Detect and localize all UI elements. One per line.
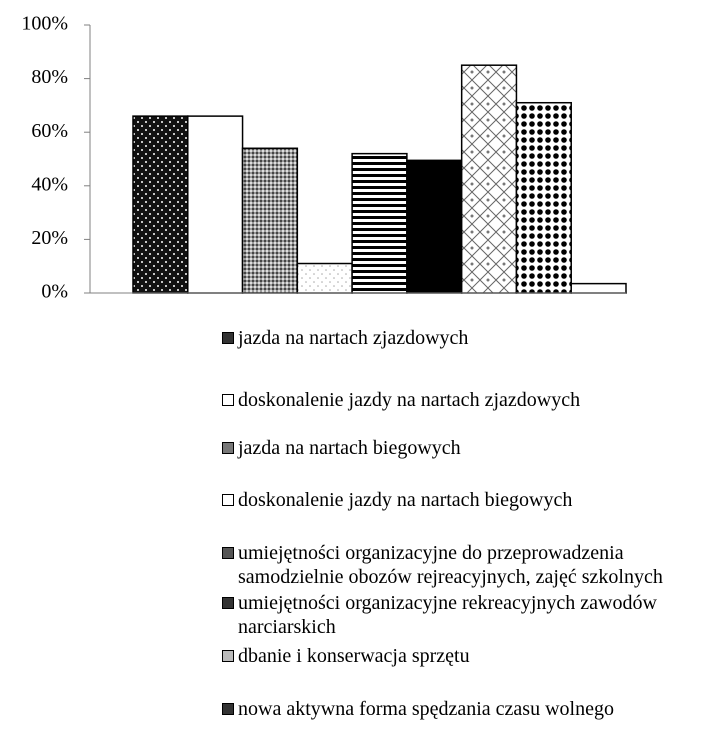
legend-label: umiejętności organizacyjne do przeprowad… [238, 542, 663, 588]
bar [406, 159, 463, 294]
bar [460, 64, 518, 294]
legend-swatch [222, 650, 234, 662]
legend-swatch [222, 332, 234, 344]
legend-label: dbanie i konserwacja sprzętu [238, 645, 470, 667]
bar [570, 282, 627, 294]
legend-swatch [222, 494, 234, 506]
legend-label: jazda na nartach zjazdowych [238, 327, 469, 349]
y-tick-label: 0% [41, 281, 68, 303]
legend-entry: jazda na nartach zjazdowych [222, 326, 702, 350]
y-tick-label: 80% [31, 66, 68, 88]
legend-label: doskonalenie jazdy na nartach biegowych [238, 489, 573, 511]
bar [296, 262, 353, 294]
legend-entry: umiejętności organizacyjne do przeprowad… [222, 541, 702, 589]
legend-entry: doskonalenie jazdy na nartach biegowych [222, 488, 702, 512]
legend-swatch [222, 597, 234, 609]
legend-swatch [222, 442, 234, 454]
legend-entry: doskonalenie jazdy na nartach zjazdowych [222, 388, 702, 412]
y-tick-label: 60% [31, 120, 68, 142]
bar [515, 101, 572, 294]
legend-label: umiejętności organizacyjne rekreacyjnych… [238, 592, 657, 638]
legend-entry: umiejętności organizacyjne rekreacyjnych… [222, 591, 702, 639]
bar [187, 115, 244, 294]
legend-label: jazda na nartach biegowych [238, 437, 461, 459]
bar [132, 115, 189, 294]
y-tick-label: 20% [31, 227, 68, 249]
legend-entry: nowa aktywna forma spędzania czasu wolne… [222, 697, 702, 721]
legend-swatch [222, 547, 234, 559]
legend-entry: dbanie i konserwacja sprzętu [222, 644, 702, 668]
y-tick-label: 40% [31, 173, 68, 195]
legend-label: nowa aktywna forma spędzania czasu wolne… [238, 698, 614, 720]
bar [241, 147, 299, 294]
legend-swatch [222, 703, 234, 715]
y-tick-label: 100% [21, 13, 68, 35]
legend-entry: jazda na nartach biegowych [222, 436, 702, 460]
bar [351, 152, 408, 294]
legend-swatch [222, 394, 234, 406]
legend-label: doskonalenie jazdy na nartach zjazdowych [238, 389, 581, 411]
